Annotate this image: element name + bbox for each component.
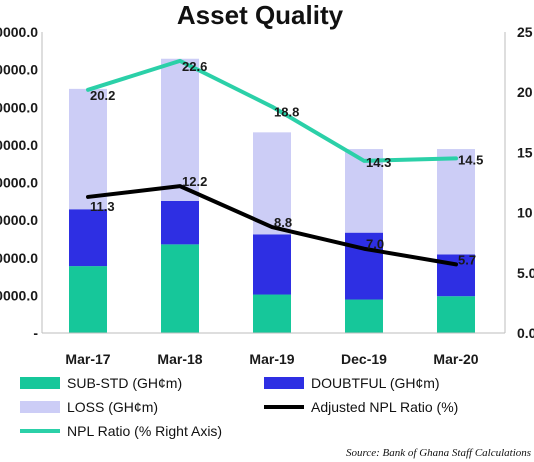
lines (86, 58, 458, 267)
bar-segment (253, 234, 291, 295)
bar-segment (69, 88, 107, 210)
npl-ratio-data-label: 20.2 (90, 88, 115, 103)
bar-segment (253, 294, 291, 333)
chart-title: Asset Quality (177, 0, 344, 30)
bar-segment (161, 200, 199, 245)
right-tick-label: 10 (517, 205, 533, 221)
adjusted-npl-data-label: 11.3 (90, 199, 115, 214)
right-tick-label: 0.0 (517, 325, 534, 341)
npl-ratio-data-label: 22.6 (182, 59, 207, 74)
bar-segment (345, 149, 383, 233)
x-axis-categories: Mar-17 Mar-18 Mar-19 Dec-19 Mar-20 (42, 332, 505, 367)
adjusted-npl-data-label: 12.2 (182, 174, 207, 189)
bar-segment (161, 244, 199, 333)
adjusted-npl-data-label: 5.7 (458, 252, 476, 267)
adjusted-npl-data-label: 7.0 (366, 237, 384, 252)
legend-label: LOSS (GH¢m) (67, 399, 158, 415)
adjusted-npl-data-label: 8.8 (274, 215, 292, 230)
left-tick-label: - (33, 325, 38, 341)
legend: SUB-STD (GH¢m) DOUBTFUL (GH¢m) LOSS (GH¢m)… (20, 375, 458, 439)
npl-ratio-data-label: 14.3 (366, 155, 391, 170)
x-category-label: Dec-19 (341, 351, 387, 367)
source-note: Source: Bank of Ghana Staff Calculations (346, 447, 531, 459)
right-tick-label: 20 (517, 84, 533, 100)
right-tick-label: 25 (517, 24, 533, 40)
bar-segment (345, 299, 383, 333)
bar-segment (69, 266, 107, 333)
bar-segment (69, 209, 107, 267)
npl-ratio-data-label: 18.8 (274, 105, 299, 120)
x-category-label: Mar-18 (157, 351, 202, 367)
legend-label: SUB-STD (GH¢m) (67, 375, 182, 391)
npl-ratio-line (86, 58, 458, 163)
legend-swatch (20, 401, 60, 413)
bars (69, 58, 475, 333)
bar-segment (161, 58, 199, 201)
data-labels: 20.2 22.6 18.8 14.3 14.5 11.3 12.2 8.8 7.0 5.7 (90, 59, 483, 267)
right-tick-label: 15 (517, 144, 533, 160)
x-category-label: Mar-20 (433, 351, 478, 367)
legend-label: Adjusted NPL Ratio (%) (311, 399, 458, 415)
adjusted-npl-line (86, 184, 458, 267)
bar-segment (437, 296, 475, 333)
bar-segment (437, 149, 475, 255)
x-category-label: Mar-17 (65, 351, 110, 367)
legend-swatch (264, 377, 304, 389)
bar-segment (253, 132, 291, 235)
legend-swatch (20, 377, 60, 389)
legend-label: NPL Ratio (% Right Axis) (67, 423, 222, 439)
legend-label: DOUBTFUL (GH¢m) (311, 375, 440, 391)
npl-ratio-data-label: 14.5 (458, 152, 483, 167)
right-tick-label: 5.0 (517, 265, 534, 281)
x-category-label: Mar-19 (249, 351, 294, 367)
right-axis: 25 20 15 10 5.0 0.0 (504, 24, 534, 341)
